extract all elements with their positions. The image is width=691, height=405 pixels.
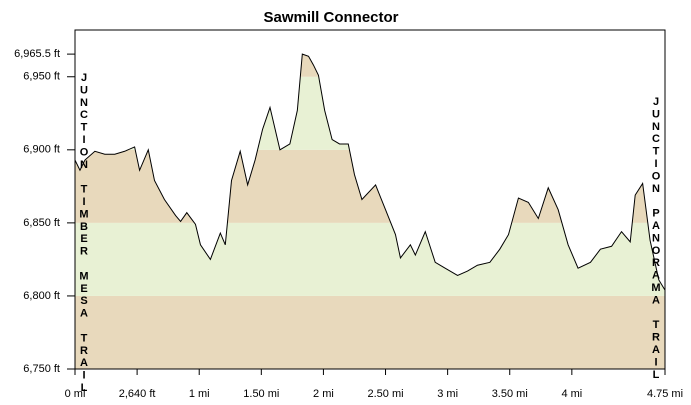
y-tick-label: 6,900 ft [23, 144, 60, 156]
x-tick-label: 2.50 mi [367, 388, 403, 400]
x-tick-label: 3.50 mi [492, 388, 528, 400]
x-tick-label: 2 mi [313, 388, 334, 400]
elevation-band [75, 222, 665, 296]
y-tick-label: 6,800 ft [23, 290, 60, 302]
junction-label: JUNCTION TIMBER MESA TRAIL [78, 72, 90, 395]
elevation-band [75, 54, 665, 77]
elevation-band [75, 30, 665, 54]
x-tick-label: 3 mi [437, 388, 458, 400]
elevation-band [75, 76, 665, 150]
elevation-band [75, 149, 665, 223]
x-tick-label: 1.50 mi [243, 388, 279, 400]
plot-frame [74, 29, 666, 370]
y-tick-label: 6,750 ft [23, 363, 60, 375]
elevation-line [74, 53, 666, 291]
x-tick-label: 4.75 mi [647, 388, 683, 400]
y-tick-label: 6,965.5 ft [14, 48, 60, 60]
x-tick-label: 4 mi [561, 388, 582, 400]
junction-label: JUNCTION PANORAMA TRAIL [650, 96, 662, 382]
chart-title: Sawmill Connector [263, 9, 398, 26]
x-tick-label: 1 mi [189, 388, 210, 400]
x-tick-label: 0 mi [65, 388, 86, 400]
elevation-band [75, 295, 665, 369]
y-tick-label: 6,950 ft [23, 71, 60, 83]
x-tick-label: 2,640 ft [119, 388, 156, 400]
y-tick-label: 6,850 ft [23, 217, 60, 229]
bands [75, 30, 665, 369]
